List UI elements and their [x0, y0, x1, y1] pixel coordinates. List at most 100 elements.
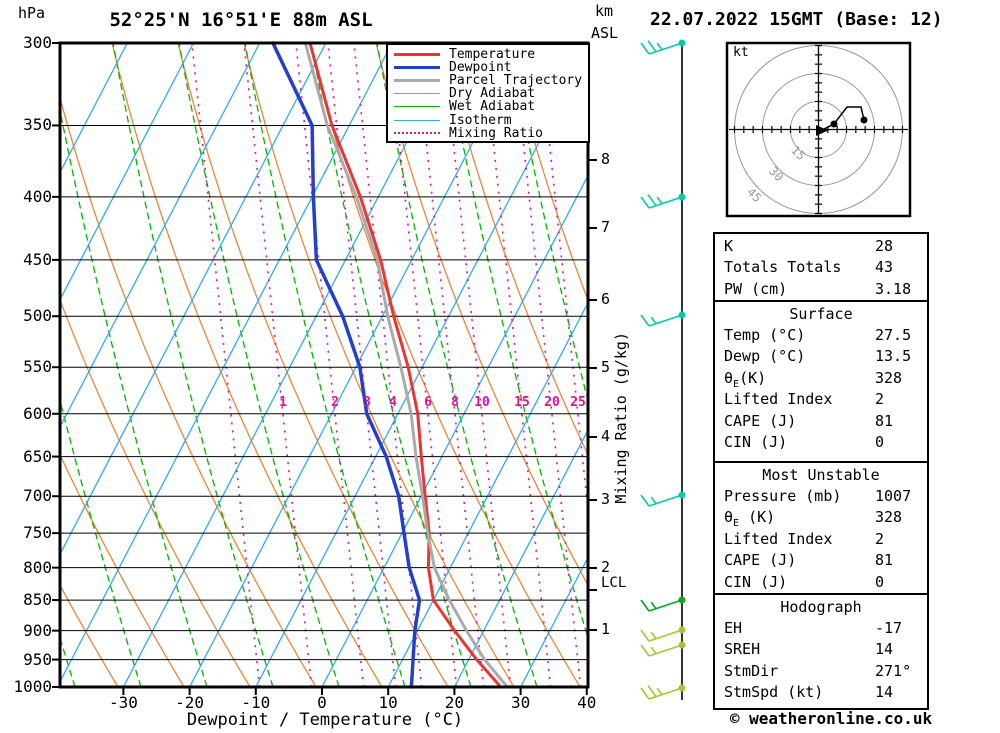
wet-adiabat-line	[508, 43, 588, 404]
wet-adiabat-line	[376, 43, 538, 687]
isotherm-line	[321, 174, 588, 687]
stat-label: SREH	[724, 640, 761, 659]
stat-label: CIN (J)	[724, 572, 788, 591]
stats-box-title: Surface	[789, 305, 853, 323]
pressure-tick-label: 900	[23, 620, 52, 640]
wet-adiabat-line	[60, 107, 208, 687]
legend-label: Dewpoint	[449, 60, 512, 76]
mixing-ratio-label: 2	[331, 395, 339, 410]
wind-barb	[640, 626, 686, 642]
temp-tick-label: -30	[108, 693, 138, 712]
stat-value: 81	[875, 411, 894, 430]
km-tick-label: 6	[601, 290, 611, 308]
legend-swatch	[394, 53, 440, 56]
stat-row: StmDir 271°	[715, 661, 927, 682]
wet-adiabat-line	[574, 43, 588, 114]
pressure-tick-label: 500	[23, 306, 52, 326]
stat-label: K	[724, 237, 734, 255]
series-dewpoint	[271, 41, 422, 689]
dry-adiabat-line	[60, 453, 185, 687]
mixing-ratio-label: 3	[363, 395, 371, 410]
stat-value: -17	[875, 619, 903, 637]
dry-adiabat-line	[60, 583, 119, 687]
mixing-ratio-label: 15	[514, 395, 530, 410]
isotherm-line	[60, 43, 261, 429]
wet-adiabat-line	[310, 43, 472, 687]
x-axis-title: Dewpoint / Temperature (°C)	[186, 710, 464, 730]
dry-adiabat-line	[60, 95, 317, 687]
hodograph-unit-label: kt	[733, 45, 749, 60]
stat-row: Dewp (°C) 13.5	[715, 346, 927, 367]
legend-item: Mixing Ratio	[392, 127, 543, 140]
stat-row: CIN (J) 0	[715, 572, 927, 593]
stat-value: 14	[875, 640, 894, 659]
pressure-tick-label: 550	[23, 357, 52, 377]
wind-barb	[640, 193, 686, 209]
pressure-tick-label: 650	[23, 446, 52, 466]
isotherm-line	[453, 428, 588, 687]
wet-adiabat-line	[442, 43, 588, 641]
pressure-tick-label: 450	[23, 249, 52, 269]
plot-border	[58, 41, 590, 689]
stat-label: θE (K)	[724, 508, 776, 530]
stat-value: 81	[875, 551, 894, 570]
pressure-tick-label: 600	[23, 403, 52, 423]
stat-label: CAPE (J)	[724, 551, 797, 570]
stat-value: 27.5	[875, 326, 912, 344]
stat-value: 0	[875, 432, 885, 451]
dry-adiabat-line	[111, 43, 383, 687]
stat-value: 2	[875, 390, 885, 409]
legend-label: Temperature	[449, 47, 536, 62]
stat-row: Pressure (mb) 1007	[715, 486, 927, 507]
stat-row: EH -17	[715, 618, 927, 639]
legend-swatch	[394, 132, 440, 135]
stat-row: PW (cm) 3.18	[715, 279, 927, 300]
isotherm-line	[60, 43, 195, 302]
wind-barb	[640, 596, 686, 612]
stat-row: CAPE (J) 81	[715, 550, 927, 571]
pressure-tick-label: 700	[23, 486, 52, 506]
dry-adiabat-line	[243, 43, 515, 687]
stat-label: StmDir	[724, 661, 779, 680]
legend-label: Isotherm	[449, 112, 512, 128]
stat-value: 13.5	[875, 347, 912, 366]
legend: Temperature Dewpoint Parcel Trajectory Dry …	[386, 43, 590, 143]
km-tick-label: 4	[601, 427, 611, 445]
stats-box-most-unstable: Most Unstable Pressure (mb) 1007 θE (K) 328 L…	[713, 461, 929, 597]
wind-barb	[640, 491, 686, 507]
wind-barb	[640, 39, 686, 55]
legend-swatch	[394, 93, 440, 95]
stat-label: Lifted Index	[724, 390, 833, 409]
stat-label: Totals Totals	[724, 258, 842, 277]
stat-value: 328	[875, 368, 903, 387]
km-tick-label: 1	[601, 620, 611, 638]
legend-item: Isotherm	[392, 114, 512, 127]
pressure-tick-label: 800	[23, 557, 52, 577]
stats-box-surface: Surface Temp (°C) 27.5 Dewp (°C) 13.5 θE(K) 32…	[713, 300, 929, 465]
series-temperature	[308, 41, 503, 689]
stat-row: Temp (°C) 27.5	[715, 325, 927, 346]
stat-row: θE (K) 328	[715, 507, 927, 529]
isotherm-line	[520, 555, 588, 687]
stat-row: Lifted Index 2	[715, 529, 927, 550]
stat-row: θE(K) 328	[715, 368, 927, 390]
background-grid	[60, 43, 588, 687]
dry-adiabat-line	[60, 298, 251, 687]
legend-item: Parcel Trajectory	[392, 74, 582, 87]
hodograph-panel	[725, 41, 912, 218]
stat-row: SREH 14	[715, 639, 927, 660]
stat-label: CIN (J)	[724, 432, 788, 451]
mixing-ratio-label: 25	[570, 395, 586, 410]
legend-swatch	[394, 79, 440, 83]
stat-label: CAPE (J)	[724, 411, 797, 430]
stat-label: PW (cm)	[724, 279, 788, 298]
km-tick-label: 5	[601, 358, 611, 376]
pressure-tick-label: 750	[23, 523, 52, 543]
pressure-tick-label: 400	[23, 186, 52, 206]
temp-tick-label: -20	[175, 693, 205, 712]
height-axis-unit-asl: ASL	[591, 24, 619, 42]
hodograph-trace	[819, 106, 865, 132]
stat-value: 14	[875, 683, 894, 702]
stat-value: 28	[875, 237, 894, 255]
